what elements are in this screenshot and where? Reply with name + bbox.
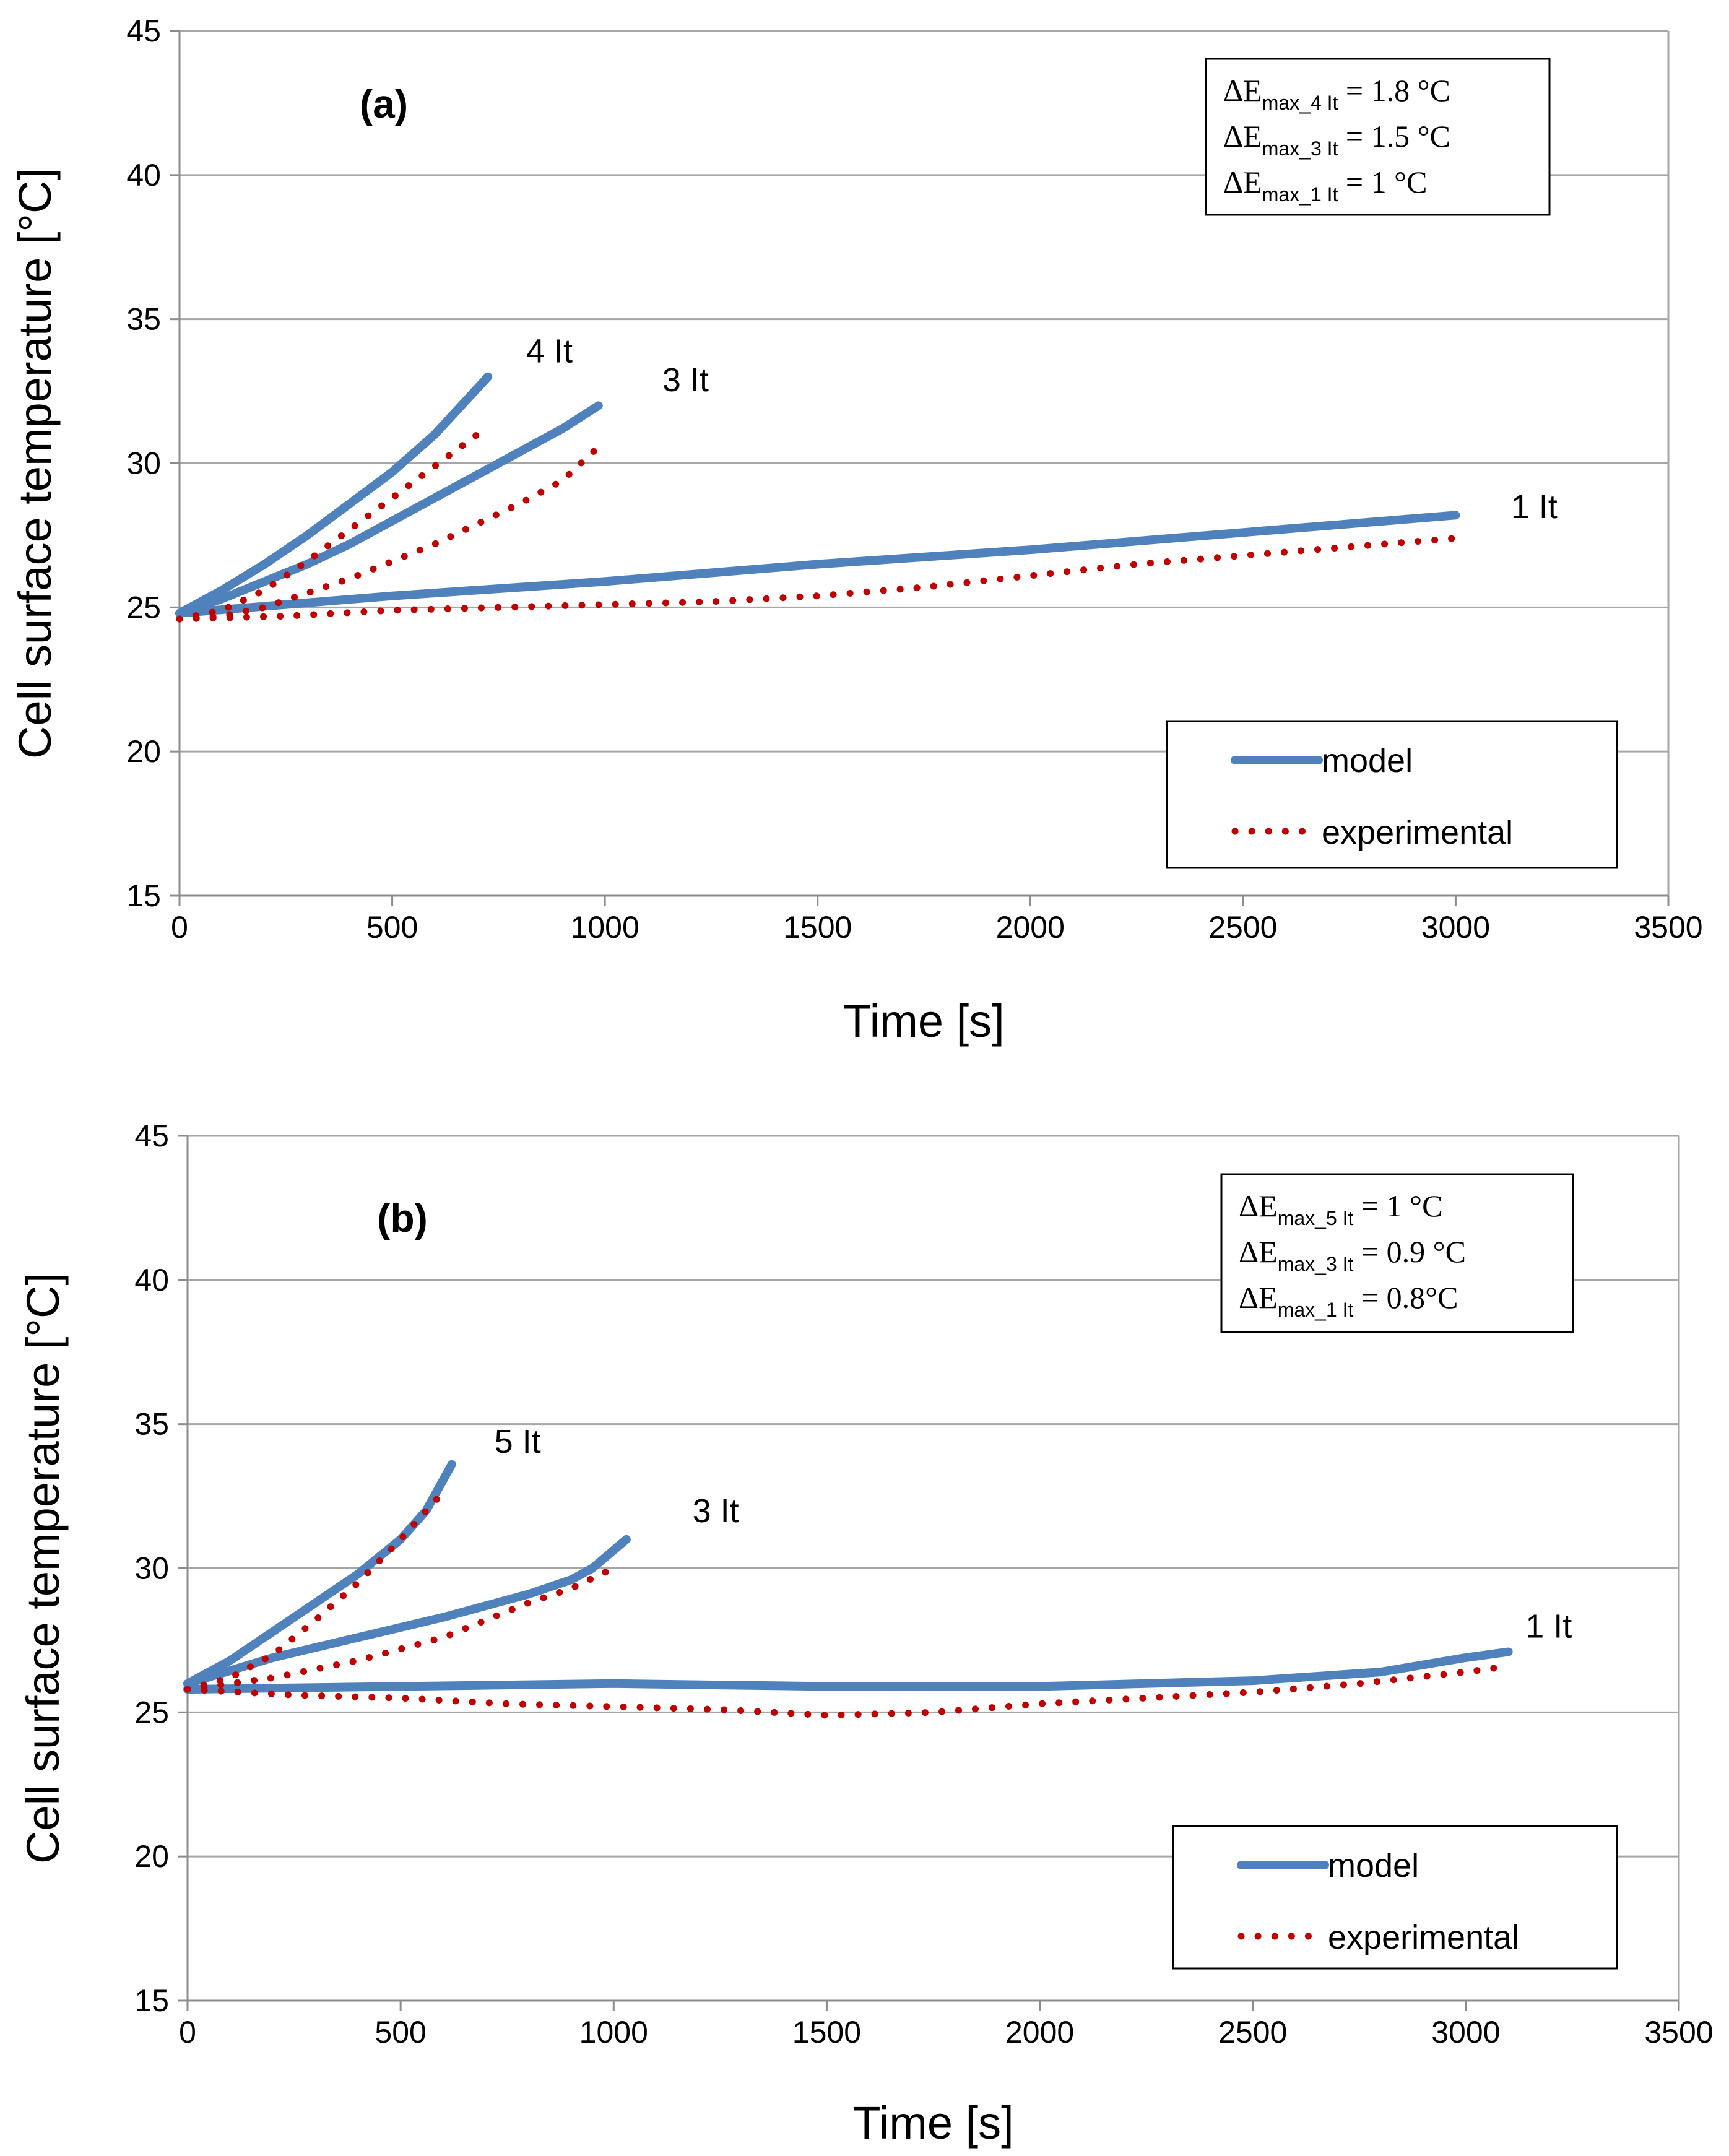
x-axis-title: Time [s] xyxy=(843,995,1004,1047)
legend-model-label: model xyxy=(1328,1847,1419,1884)
y-tick-label: 25 xyxy=(126,590,161,625)
y-tick-label: 45 xyxy=(134,1119,169,1153)
y-tick-label: 30 xyxy=(126,446,161,481)
curve-label: 3 It xyxy=(662,361,709,399)
annotation-value: = 1 °C xyxy=(1353,1188,1442,1223)
y-tick-label: 20 xyxy=(126,734,161,769)
x-tick-label: 1000 xyxy=(571,910,639,945)
y-axis-title: Cell surface temperature [°C] xyxy=(17,1273,69,1864)
annotation-value: = 0.9 °C xyxy=(1353,1234,1466,1269)
x-tick-label: 0 xyxy=(171,910,188,945)
series-line-model-3-it xyxy=(175,401,603,618)
annotation-subscript: max_5 It xyxy=(1278,1207,1354,1229)
annotation-symbol: ΔE xyxy=(1223,73,1262,108)
error-annotation-line: ΔEmax_3 It = 0.9 °C xyxy=(1239,1234,1466,1275)
series-line-model-1-it xyxy=(183,1647,1513,1694)
series-line-model-3-it xyxy=(183,1535,631,1688)
curve-label: 1 It xyxy=(1511,488,1558,526)
error-annotation-line: ΔEmax_3 It = 1.5 °C xyxy=(1223,119,1450,160)
annotation-symbol: ΔE xyxy=(1239,1280,1278,1315)
series-line-model-4-it xyxy=(175,372,493,618)
error-annotation-box xyxy=(1205,58,1551,216)
legend-experimental-label: experimental xyxy=(1328,1919,1519,1956)
y-tick-label: 15 xyxy=(134,1983,169,2018)
x-tick-label: 2500 xyxy=(1208,910,1277,945)
annotation-symbol: ΔE xyxy=(1223,165,1262,199)
x-tick-label: 3000 xyxy=(1421,910,1490,945)
curve-label: 4 It xyxy=(526,333,573,370)
legend-experimental-label: experimental xyxy=(1322,814,1513,851)
y-tick-label: 40 xyxy=(134,1263,169,1297)
x-tick-label: 1500 xyxy=(792,2015,861,2050)
y-tick-label: 20 xyxy=(134,1839,169,1874)
x-tick-label: 1000 xyxy=(579,2015,648,2050)
error-annotation-line: ΔEmax_1 It = 0.8°C xyxy=(1239,1280,1458,1321)
annotation-symbol: ΔE xyxy=(1239,1234,1278,1269)
x-tick-label: 3500 xyxy=(1634,910,1702,945)
x-tick-label: 3000 xyxy=(1431,2015,1500,2050)
series-line-experimental-4-it xyxy=(176,431,481,623)
curve-label: 3 It xyxy=(693,1492,739,1530)
annotation-value: = 1.5 °C xyxy=(1338,119,1450,154)
x-tick-label: 3500 xyxy=(1644,2015,1713,2050)
y-tick-label: 45 xyxy=(126,14,161,48)
x-tick-label: 1500 xyxy=(783,910,852,945)
chart-panel-b: 15 20 25 30 35 40 45 0 500 1000 1500 2000 2500 3000 35… xyxy=(17,1119,1714,2149)
x-tick-label: 2000 xyxy=(996,910,1065,945)
x-tick-label: 2500 xyxy=(1218,2015,1287,2050)
annotation-subscript: max_4 It xyxy=(1262,92,1338,114)
legend-box xyxy=(1172,1825,1618,1970)
y-tick-label: 30 xyxy=(134,1551,169,1586)
curve-label: 5 It xyxy=(495,1423,541,1460)
panel-label: (b) xyxy=(377,1196,428,1240)
series-line-experimental-1-it xyxy=(176,535,1459,623)
error-annotation-box xyxy=(1220,1173,1574,1333)
series-line-model-1-it xyxy=(175,511,1460,618)
x-tick-label: 0 xyxy=(179,2015,196,2050)
y-axis-title: Cell surface temperature [°C] xyxy=(9,168,61,759)
legend-box xyxy=(1166,720,1618,869)
x-tick-label: 500 xyxy=(366,910,418,945)
chart-panel-a: 15 20 25 30 35 40 45 0 500 1000 1500 2000 2500 3000 35… xyxy=(9,14,1703,1047)
series-line-model-5-it xyxy=(183,1460,456,1688)
annotation-value: = 0.8°C xyxy=(1353,1280,1458,1315)
legend-model-label: model xyxy=(1322,742,1413,779)
series-line-experimental-3-it xyxy=(184,1565,617,1693)
annotation-subscript: max_3 It xyxy=(1278,1253,1354,1275)
curve-label: 1 It xyxy=(1525,1608,1572,1645)
annotation-subscript: max_3 It xyxy=(1262,137,1338,160)
annotation-symbol: ΔE xyxy=(1223,119,1262,154)
series-line-experimental-5-it xyxy=(184,1484,451,1693)
y-tick-label: 40 xyxy=(126,158,161,193)
error-annotation-line: ΔEmax_4 It = 1.8 °C xyxy=(1223,73,1450,114)
annotation-subscript: max_1 It xyxy=(1278,1299,1354,1321)
series-line-experimental-1-it xyxy=(184,1663,1512,1719)
annotation-symbol: ΔE xyxy=(1239,1188,1278,1223)
y-tick-label: 35 xyxy=(126,302,161,337)
error-annotation-line: ΔEmax_1 It = 1 °C xyxy=(1223,165,1427,206)
annotation-value: = 1.8 °C xyxy=(1338,73,1450,108)
error-annotation-line: ΔEmax_5 It = 1 °C xyxy=(1239,1188,1442,1229)
annotation-subscript: max_1 It xyxy=(1262,183,1338,206)
annotation-value: = 1 °C xyxy=(1338,165,1427,199)
x-axis-title: Time [s] xyxy=(852,2097,1013,2149)
y-tick-label: 25 xyxy=(134,1695,169,1730)
x-tick-label: 2000 xyxy=(1005,2015,1074,2050)
y-tick-label: 35 xyxy=(134,1407,169,1442)
panel-label: (a) xyxy=(360,82,408,126)
x-tick-label: 500 xyxy=(375,2015,426,2050)
y-tick-label: 15 xyxy=(126,878,161,913)
